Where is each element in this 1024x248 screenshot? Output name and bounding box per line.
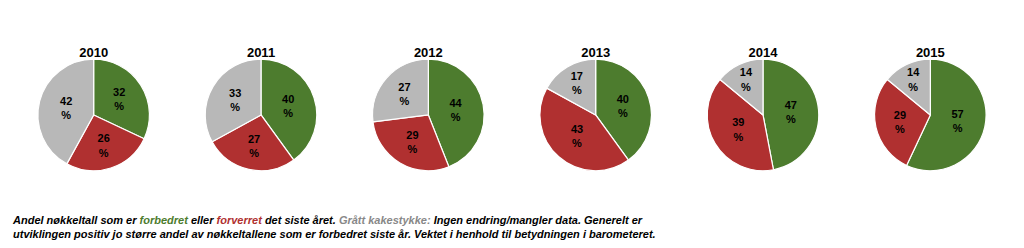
svg-text:2014: 2014	[749, 45, 779, 60]
svg-text:2013: 2013	[581, 45, 610, 60]
svg-text:39%: 39%	[732, 116, 744, 142]
svg-text:33%: 33%	[229, 87, 241, 113]
svg-text:29%: 29%	[894, 109, 906, 135]
svg-text:40%: 40%	[282, 93, 294, 119]
svg-text:14%: 14%	[740, 66, 753, 92]
svg-text:2012: 2012	[414, 45, 443, 60]
svg-text:Andel nøkkeltall som er forbed: Andel nøkkeltall som er forbedret eller …	[12, 214, 656, 240]
svg-text:57%: 57%	[951, 108, 963, 134]
svg-text:27%: 27%	[398, 81, 410, 107]
svg-text:27%: 27%	[248, 133, 260, 159]
svg-text:2011: 2011	[247, 45, 275, 60]
svg-text:26%: 26%	[98, 132, 110, 158]
svg-text:44%: 44%	[449, 97, 462, 123]
svg-text:42%: 42%	[60, 95, 72, 121]
svg-text:32%: 32%	[113, 86, 125, 112]
svg-text:47%: 47%	[785, 99, 797, 125]
svg-text:14%: 14%	[907, 66, 920, 92]
svg-text:17%: 17%	[571, 70, 583, 96]
svg-text:2010: 2010	[79, 45, 108, 60]
svg-text:2015: 2015	[916, 45, 945, 60]
svg-text:29%: 29%	[406, 129, 418, 155]
svg-text:43%: 43%	[571, 123, 583, 149]
svg-text:40%: 40%	[617, 93, 629, 119]
